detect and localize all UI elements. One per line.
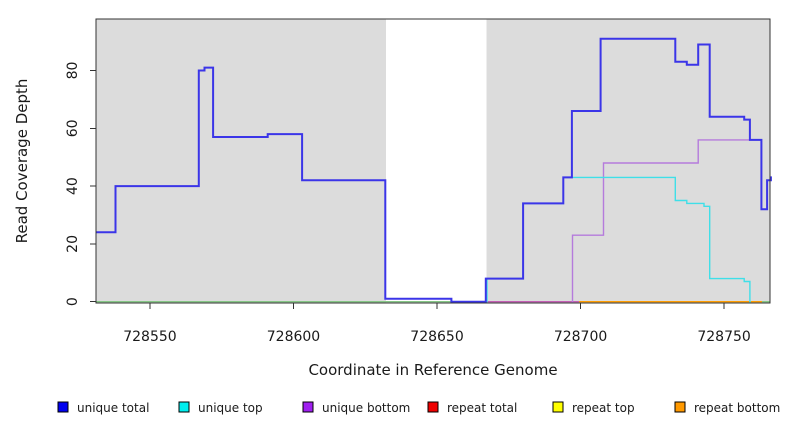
- right-covered-region: [486, 19, 770, 303]
- legend-label: unique top: [198, 401, 263, 415]
- plot-border: [95, 18, 771, 304]
- legend-item-unique-bottom: unique bottom: [302, 401, 410, 415]
- legend-label: unique total: [77, 401, 149, 415]
- y-tick-label: 0: [65, 297, 81, 306]
- y-tick-label: 40: [65, 177, 81, 195]
- legend-swatch: [302, 401, 314, 413]
- y-tick-label: 80: [65, 62, 81, 80]
- legend-swatch: [57, 401, 69, 413]
- legend-label: unique bottom: [322, 401, 410, 415]
- legend-label: repeat total: [447, 401, 517, 415]
- y-tick-label: 20: [65, 235, 81, 253]
- legend-item-unique-total: unique total: [57, 401, 149, 415]
- x-tick-label: 728700: [554, 329, 607, 345]
- y-tick-label: 60: [65, 119, 81, 137]
- legend-swatch: [552, 401, 564, 413]
- y-axis-title: Read Coverage Depth: [13, 79, 31, 244]
- legend-item-repeat-top: repeat top: [552, 401, 635, 415]
- x-tick-label: 728650: [410, 329, 463, 345]
- legend-swatch: [427, 401, 439, 413]
- axes-layer: 728550 728600 728650 728700 728750 0 20 40 60 80: [65, 18, 771, 345]
- legend-swatch: [674, 401, 686, 413]
- legend-item-repeat-bottom: repeat bottom: [674, 401, 780, 415]
- panel-shading-layer: [96, 19, 770, 303]
- legend-swatch: [178, 401, 190, 413]
- x-tick-label: 728600: [267, 329, 320, 345]
- left-covered-region: [96, 19, 386, 303]
- x-axis-title: Coordinate in Reference Genome: [308, 361, 557, 379]
- legend-label: repeat top: [572, 401, 635, 415]
- x-tick-label: 728550: [123, 329, 176, 345]
- legend-item-unique-top: unique top: [178, 401, 263, 415]
- x-tick-label: 728750: [697, 329, 750, 345]
- series-line-unique-total: [96, 37, 772, 303]
- legend-item-repeat-total: repeat total: [427, 401, 517, 415]
- legend: unique total unique top unique bottom repea…: [57, 401, 780, 415]
- legend-label: repeat bottom: [694, 401, 780, 415]
